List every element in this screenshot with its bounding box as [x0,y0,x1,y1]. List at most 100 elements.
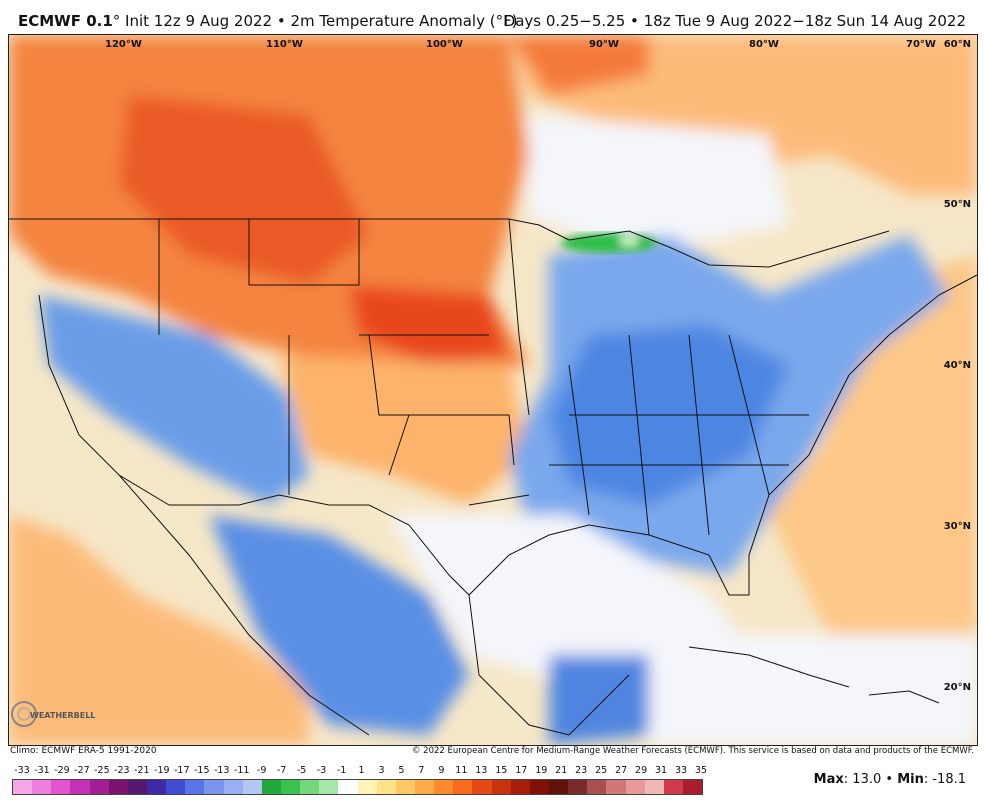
yucatan-cool-field [549,655,649,745]
southwest-cool-field [39,295,309,505]
colorbar-swatch [453,780,473,794]
colorbar-swatch [587,780,607,794]
cuba-outline [688,646,850,688]
min-label: Min [897,772,924,787]
lon-label-70: 70°W [906,39,936,50]
colorbar-swatch [261,780,281,794]
colorbar-tick-label: 15 [495,765,508,776]
colorbar-swatch [644,780,664,794]
colorbar-tick-label: -27 [74,765,90,776]
colorbar-tick-label: -1 [336,765,347,776]
colorbar-tick-label: 21 [555,765,568,776]
model-name: ECMWF 0.1 [18,12,113,30]
colorbar-swatch [108,780,128,794]
colorbar-tick-label: -21 [134,765,150,776]
colorbar-tick-label: -29 [54,765,70,776]
colorbar-swatch [300,780,320,794]
boundaries [9,218,977,736]
hispaniola-outline [868,690,940,704]
nebraska-hot-field [349,285,509,365]
init-text: ° Init 12z 9 Aug 2022 • 2m Temperature A… [112,12,518,30]
lat-label-50: 50°N [944,199,971,210]
logo-swirl-icon [11,701,37,727]
colorbar-tick-label: -23 [114,765,130,776]
colorbar-swatch [319,780,339,794]
logo-swirl-inner-icon [17,707,31,721]
max-value: : 13.0 [843,772,882,787]
min-value: : -18.1 [923,772,966,787]
mexico-cool-field [209,515,469,735]
us-coastline [38,274,977,596]
colorbar-swatch [280,780,301,794]
colorbar-swatch [491,780,511,794]
colorbar-tick-label: -11 [233,765,250,776]
colorbar-tick-label: 23 [575,765,588,776]
title-left: ECMWF 0.1° Init 12z 9 Aug 2022 • 2m Temp… [18,12,518,30]
anomaly-fields [9,35,977,745]
mexico-pacific-coast [118,474,370,736]
colorbar-swatch [395,780,415,794]
colorbar-tick-label: 29 [635,765,648,776]
colorbar-swatch [127,780,147,794]
colorbar-tick-label: 1 [358,765,365,776]
great-lakes-border [568,230,890,268]
colorbar-tick-label: -17 [173,765,190,776]
weatherbell-logo: WEATHERBELL [11,701,95,727]
colorbar-swatch [185,780,205,794]
colorbar-tick-label: -13 [213,765,230,776]
colorbar-tick-label: -31 [34,765,50,776]
colorbar-tick-label: 33 [674,765,688,776]
great-lakes-neutral-field [529,115,789,255]
hudson-warm-field [509,35,649,95]
max-min-readout: Max: 13.0 • Min: -18.1 [814,772,966,787]
map-frame: 120°W 110°W 100°W 90°W 80°W 70°W 60°N 50… [8,34,978,746]
lon-label-120: 120°W [105,39,142,50]
colorbar-tick-label: 19 [535,765,548,776]
colorbar-tick-label: 9 [438,765,445,776]
colorbar-swatch [529,780,549,794]
colorbar-swatch [166,780,186,794]
colorbar-swatch [223,780,243,794]
colorbar-tick-label: -9 [256,765,267,776]
colorbar-swatch [682,780,703,794]
stats-sep: • [881,772,898,787]
colorbar-swatch [434,780,454,794]
colorbar-tick-label: 13 [475,765,488,776]
colorbar-swatch [242,780,262,794]
colorbar-tick-label: 17 [515,765,528,776]
colorbar-swatch [625,780,645,794]
colorbar-swatch [51,780,71,794]
colorbar-tick-label: -7 [276,765,287,776]
colorbar-tick-label: 35 [694,765,708,776]
us-canada-border [9,218,570,241]
colorbar-swatch [414,780,435,794]
colorbar-tick-label: 3 [378,765,385,776]
lat-label-60: 60°N [944,39,971,50]
colorbar-tick-label: -15 [193,765,210,776]
colorbar-tick-label: -33 [14,765,30,776]
colorbar-tick-label: 25 [595,765,608,776]
colorbar-swatch [663,780,683,794]
max-label: Max [813,772,844,787]
lat-label-20: 20°N [944,682,971,693]
lon-label-80: 80°W [749,39,779,50]
rockies-hot-field [119,95,369,285]
colorbar-tick-label: -25 [94,765,110,776]
lat-label-30: 30°N [944,521,971,532]
header: ECMWF 0.1° Init 12z 9 Aug 2022 • 2m Temp… [0,0,984,34]
colorbar-tick-label: 7 [418,765,425,776]
colorbar-swatch [548,780,569,794]
colorbar-swatch [338,780,358,794]
colorbar-swatch [146,780,167,794]
colorbar-tick-label: 5 [398,765,405,776]
colorbar-swatch [32,780,52,794]
colorbar-swatch [606,780,626,794]
colorbar-tick-label: -5 [296,765,307,776]
colorbar-tick-label: 11 [455,765,468,776]
colorbar-swatch [510,780,530,794]
colorbar-swatch [13,780,33,794]
lake-superior-light [619,236,639,246]
colorbar-tick-label: -3 [316,765,327,776]
logo-text: WEATHERBELL [30,711,95,720]
colorbar-swatch [568,780,588,794]
